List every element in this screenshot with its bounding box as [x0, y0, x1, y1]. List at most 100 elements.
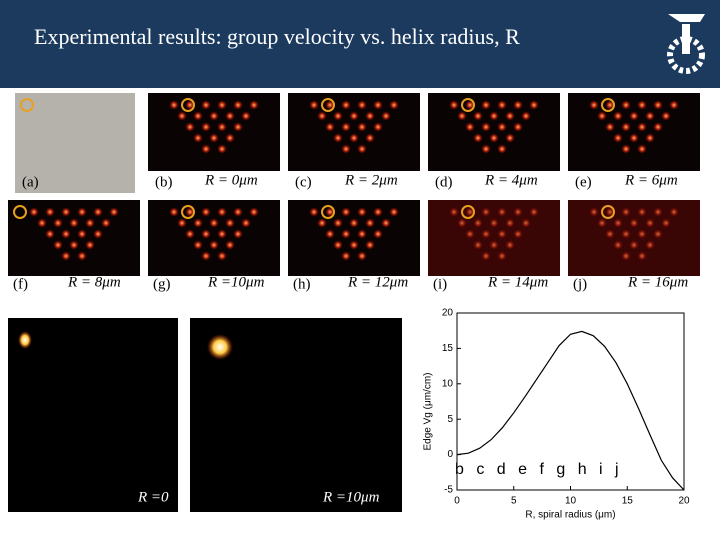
lattice-spot [357, 100, 367, 110]
lattice-spot [497, 207, 507, 217]
lattice-spot [193, 240, 203, 250]
panel-image [428, 200, 560, 276]
lattice-spot [365, 133, 375, 143]
logo [667, 14, 705, 74]
lattice-spot [669, 100, 679, 110]
lattice-spot [481, 100, 491, 110]
lattice-spot [497, 100, 507, 110]
lattice-spot [373, 122, 383, 132]
input-marker [461, 98, 475, 112]
lattice-spot [37, 218, 47, 228]
lattice-spot [653, 100, 663, 110]
radius-label: R = 8μm [67, 274, 121, 290]
lattice-spot [637, 144, 647, 154]
lattice-spot [505, 111, 515, 121]
panel-label: (i) [433, 276, 447, 292]
lattice-spot [621, 251, 631, 261]
input-marker [181, 205, 195, 219]
lattice-spot [249, 207, 259, 217]
lattice-spot [481, 207, 491, 217]
lattice-spot [389, 100, 399, 110]
lattice-spot [177, 218, 187, 228]
lattice-spot [497, 122, 507, 132]
lattice-spot [505, 133, 515, 143]
lattice-spot [621, 122, 631, 132]
radius-label: R =10μm [207, 274, 265, 290]
lattice-spot [497, 229, 507, 239]
input-marker [321, 205, 335, 219]
lattice-spot [225, 240, 235, 250]
lattice-spot [357, 122, 367, 132]
lattice-spot [529, 207, 539, 217]
panel-image [428, 93, 560, 171]
lattice-spot [309, 100, 319, 110]
lattice-spot [637, 229, 647, 239]
lattice-spot [381, 218, 391, 228]
lattice-spot [53, 218, 63, 228]
lattice-spot [613, 218, 623, 228]
panel-image [148, 93, 280, 171]
lattice-spot [645, 111, 655, 121]
lattice-spot [605, 122, 615, 132]
lattice-spot [193, 133, 203, 143]
lattice-spot [225, 133, 235, 143]
beam-spot [207, 334, 233, 360]
lattice-spot [357, 144, 367, 154]
lattice-spot [241, 111, 251, 121]
lattice-spot [357, 251, 367, 261]
lattice-spot [317, 218, 327, 228]
panel-label: (c) [295, 174, 312, 190]
lattice-spot [505, 218, 515, 228]
lattice-spot [233, 100, 243, 110]
panel-label: (j) [573, 276, 587, 292]
lattice-spot [349, 133, 359, 143]
lattice-spot [629, 133, 639, 143]
lattice-spot [249, 100, 259, 110]
lattice-spot [93, 207, 103, 217]
x-tick-label: 20 [678, 496, 690, 507]
radius-label: R = 0μm [204, 172, 258, 188]
lattice-spot [473, 133, 483, 143]
lattice-spot [621, 100, 631, 110]
data-line [456, 330, 685, 491]
lattice-spot [613, 111, 623, 121]
lattice-spot [605, 229, 615, 239]
lattice-spot [645, 133, 655, 143]
lattice-spot [333, 240, 343, 250]
lattice-spot [381, 111, 391, 121]
radius-label: R = 2μm [344, 172, 398, 188]
lattice-spot [481, 229, 491, 239]
lattice-spot [473, 218, 483, 228]
lattice-spot [529, 100, 539, 110]
lattice-spot [341, 251, 351, 261]
lattice-spot [373, 100, 383, 110]
lattice-spot [349, 240, 359, 250]
lattice-spot [449, 207, 459, 217]
y-tick-label: 10 [442, 378, 454, 389]
input-marker [20, 98, 34, 112]
lattice-spot [489, 218, 499, 228]
lattice-spot [341, 229, 351, 239]
panel-label: (f) [13, 276, 28, 292]
panel-label: (e) [575, 174, 592, 190]
lattice-spot [233, 207, 243, 217]
y-tick-label: 5 [447, 414, 453, 425]
lattice-spot [365, 218, 375, 228]
lattice-spot [193, 218, 203, 228]
lattice-spot [201, 100, 211, 110]
lattice-spot [233, 122, 243, 132]
lattice-spot [77, 207, 87, 217]
radius-label: R = 12μm [347, 274, 408, 290]
beam-image [8, 318, 178, 512]
x-tick-label: 10 [565, 496, 577, 507]
y-tick-label: 15 [442, 343, 454, 354]
lattice-spot [53, 240, 63, 250]
lattice-spot [465, 229, 475, 239]
lattice-spot [325, 122, 335, 132]
lattice-spot [653, 122, 663, 132]
lattice-spot [169, 100, 179, 110]
y-axis-label: Edge Vg (μm/cm) [423, 372, 434, 450]
lattice-spot [85, 240, 95, 250]
plot-area [456, 312, 685, 491]
